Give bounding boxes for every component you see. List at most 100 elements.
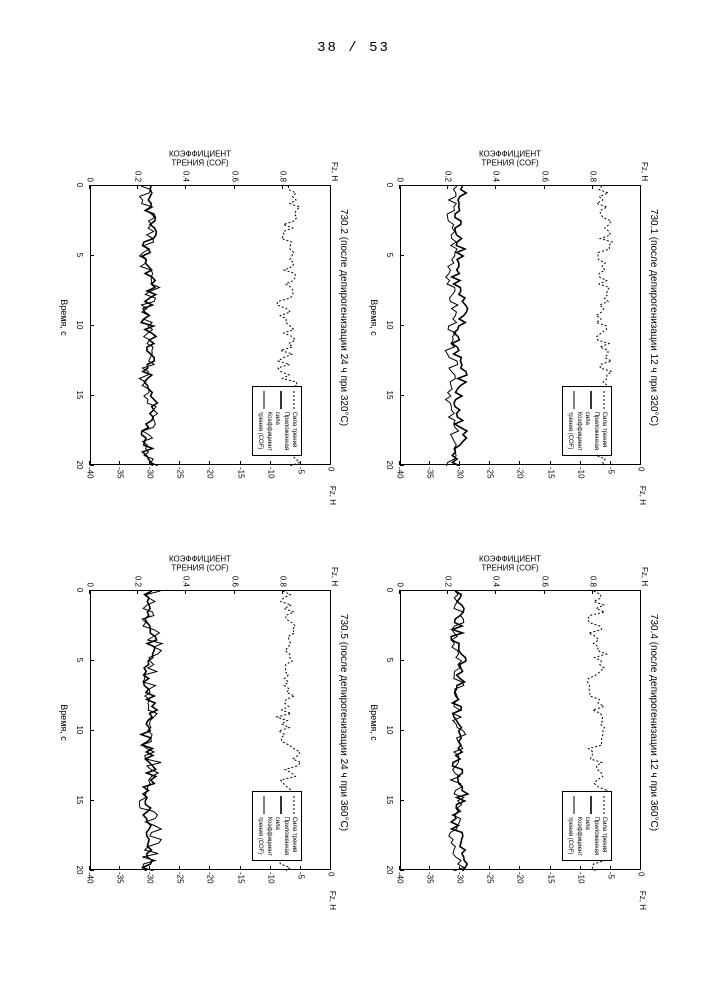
xtick: 0 xyxy=(75,183,84,187)
ytick-right: -25 xyxy=(486,467,495,487)
ytick-right: -40 xyxy=(86,872,95,892)
legend-swatch xyxy=(600,391,608,409)
y-axis-label-right: Fz, Н xyxy=(328,891,337,910)
legend-item: Коэффициенттрения (COF) xyxy=(566,391,583,451)
ytick-right: -20 xyxy=(206,872,215,892)
ytick-right: -20 xyxy=(516,467,525,487)
ytick-right: -20 xyxy=(516,872,525,892)
y-axis-unit-left: Fz, Н xyxy=(330,567,339,586)
ytick-right: -30 xyxy=(146,467,155,487)
ytick-left: 0 xyxy=(86,164,95,182)
ytick-right: -30 xyxy=(456,467,465,487)
legend-item: Коэффициенттрения (COF) xyxy=(256,391,273,451)
xtick: 5 xyxy=(385,253,394,257)
ytick-left: 0 xyxy=(86,569,95,587)
legend-swatch xyxy=(260,796,268,814)
ytick-right: -35 xyxy=(426,467,435,487)
ytick-left: 0.8 xyxy=(588,569,597,587)
legend-item: Приложеннаясила xyxy=(583,796,600,856)
ytick-right: -15 xyxy=(546,467,555,487)
plot-area: Сила тренияПриложеннаясилаКоэффициенттре… xyxy=(400,590,641,870)
y-axis-label-left: КОЭФФИЦИЕНТТРЕНИЯ (COF) xyxy=(479,150,541,168)
ytick-left: 0.2 xyxy=(134,569,143,587)
x-axis-label: Время, с xyxy=(369,299,379,336)
xtick: 10 xyxy=(75,321,84,330)
legend-swatch xyxy=(570,391,578,409)
legend-label: Сила трения xyxy=(290,817,298,853)
legend: Сила тренияПриложеннаясилаКоэффициенттре… xyxy=(252,386,302,456)
x-axis-label: Время, с xyxy=(59,704,69,741)
ytick-right: -40 xyxy=(86,467,95,487)
panel-title: 730.4 (после депирогенизации 12 ч при 36… xyxy=(648,614,659,831)
legend: Сила тренияПриложеннаясилаКоэффициенттре… xyxy=(562,791,612,861)
y-axis-label-left: КОЭФФИЦИЕНТТРЕНИЯ (COF) xyxy=(169,150,231,168)
ytick-left: 0.4 xyxy=(182,164,191,182)
ytick-right: -20 xyxy=(206,467,215,487)
y-axis-label-right: Fz, Н xyxy=(638,891,647,910)
y-axis-unit-left: Fz, Н xyxy=(640,162,649,181)
legend-item: Сила трения xyxy=(290,391,298,451)
legend-swatch xyxy=(277,391,285,409)
xtick: 5 xyxy=(385,658,394,662)
series-applied xyxy=(141,591,157,871)
ytick-right: -5 xyxy=(606,872,615,892)
ytick-left: 0.4 xyxy=(492,164,501,182)
ytick-left: 0.8 xyxy=(278,164,287,182)
ytick-left: 0.6 xyxy=(540,164,549,182)
y-axis-label-right: Fz, Н xyxy=(328,486,337,505)
ytick-right: -10 xyxy=(576,467,585,487)
ytick-right: -25 xyxy=(176,467,185,487)
xtick: 20 xyxy=(75,866,84,875)
legend-item: Сила трения xyxy=(290,796,298,856)
xtick: 10 xyxy=(75,726,84,735)
ytick-left: 0 xyxy=(396,569,405,587)
plot-area: Сила тренияПриложеннаясилаКоэффициенттре… xyxy=(90,590,331,870)
legend-label: Приложеннаясила xyxy=(583,817,600,855)
ytick-right: -40 xyxy=(396,467,405,487)
ytick-right: -35 xyxy=(116,467,125,487)
xtick: 0 xyxy=(385,588,394,592)
xtick: 15 xyxy=(75,391,84,400)
panel-grid: 730.1 (после депирогенизации 12 ч при 32… xyxy=(55,130,655,910)
y-axis-label-left: КОЭФФИЦИЕНТТРЕНИЯ (COF) xyxy=(169,555,231,573)
panel-title: 730.1 (после депирогенизации 12 ч при 32… xyxy=(648,209,659,426)
ytick-left: 0.6 xyxy=(540,569,549,587)
xtick: 15 xyxy=(385,796,394,805)
legend-swatch xyxy=(290,391,298,409)
legend-label: Приложеннаясила xyxy=(583,412,600,450)
legend-item: Коэффициенттрения (COF) xyxy=(256,796,273,856)
y-axis-unit-left: Fz, Н xyxy=(330,162,339,181)
ytick-right: -35 xyxy=(116,872,125,892)
page-number: 38 / 53 xyxy=(317,40,390,56)
legend-swatch xyxy=(260,391,268,409)
legend-label: Коэффициенттрения (COF) xyxy=(566,817,583,856)
xtick: 0 xyxy=(385,183,394,187)
ytick-right: 0 xyxy=(327,467,336,487)
panel-title: 730.2 (после депирогенизации 24 ч при 32… xyxy=(338,209,349,426)
chart-panel: 730.1 (после депирогенизации 12 ч при 32… xyxy=(365,130,655,505)
ytick-left: 0.4 xyxy=(492,569,501,587)
legend-swatch xyxy=(587,796,595,814)
legend-swatch xyxy=(600,796,608,814)
ytick-right: -5 xyxy=(296,467,305,487)
chart-panel: 730.4 (после депирогенизации 12 ч при 36… xyxy=(365,535,655,910)
legend-label: Сила трения xyxy=(600,412,608,448)
ytick-right: -30 xyxy=(146,872,155,892)
ytick-right: 0 xyxy=(637,467,646,487)
ytick-left: 0.6 xyxy=(230,164,239,182)
x-axis-label: Время, с xyxy=(369,704,379,741)
xtick: 15 xyxy=(385,391,394,400)
xtick: 5 xyxy=(75,658,84,662)
ytick-right: -25 xyxy=(486,872,495,892)
legend-swatch xyxy=(277,796,285,814)
legend-label: Коэффициенттрения (COF) xyxy=(256,412,273,451)
ytick-right: -40 xyxy=(396,872,405,892)
legend-item: Приложеннаясила xyxy=(273,796,290,856)
figure-area: 730.1 (после депирогенизации 12 ч при 32… xyxy=(0,195,707,845)
chart-panel: 730.2 (после депирогенизации 24 ч при 32… xyxy=(55,130,345,505)
xtick: 20 xyxy=(385,461,394,470)
x-axis-label: Время, с xyxy=(59,299,69,336)
ytick-left: 0 xyxy=(396,164,405,182)
legend: Сила тренияПриложеннаясилаКоэффициенттре… xyxy=(252,791,302,861)
legend-swatch xyxy=(587,391,595,409)
